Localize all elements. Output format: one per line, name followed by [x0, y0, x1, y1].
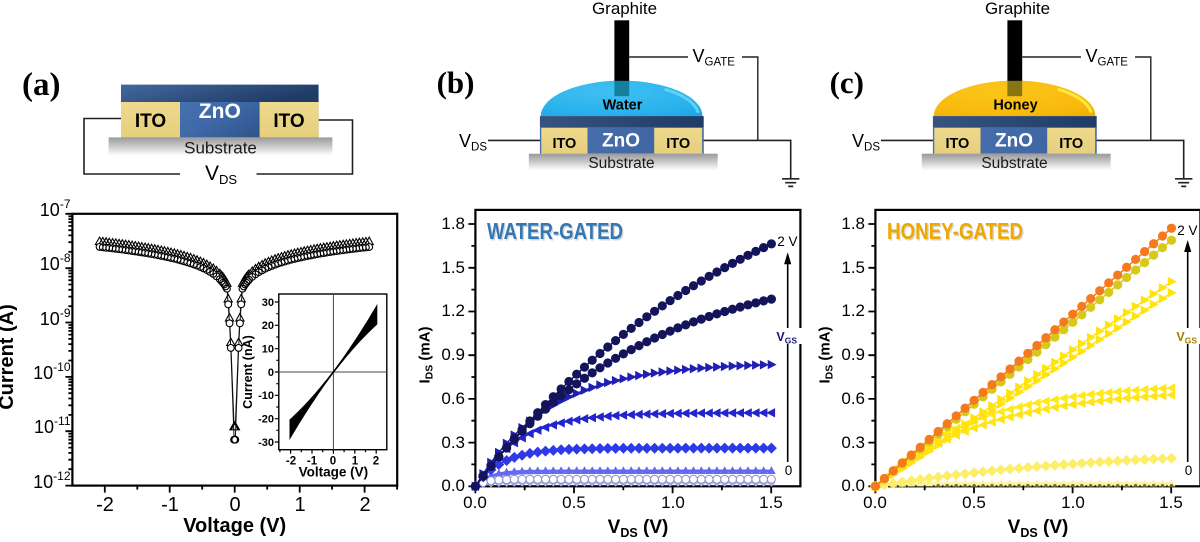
svg-text:2 V: 2 V	[777, 234, 797, 249]
svg-text:VDS (V): VDS (V)	[608, 517, 669, 540]
svg-text:0.5: 0.5	[562, 493, 586, 512]
svg-text:0: 0	[330, 456, 336, 468]
svg-text:IDS (mA): IDS (mA)	[816, 326, 835, 383]
svg-text:ITO: ITO	[1059, 136, 1083, 152]
svg-text:0.0: 0.0	[841, 476, 865, 495]
svg-text:WATER-GATED: WATER-GATED	[488, 219, 624, 245]
svg-text:0: 0	[268, 367, 274, 379]
svg-text:1.5: 1.5	[759, 493, 783, 512]
svg-text:Graphite: Graphite	[985, 0, 1050, 18]
svg-text:0.3: 0.3	[841, 433, 865, 452]
svg-text:1.5: 1.5	[1159, 493, 1183, 512]
svg-text:Substrate: Substrate	[184, 139, 257, 158]
svg-text:1.2: 1.2	[441, 301, 465, 320]
svg-text:0.3: 0.3	[441, 433, 465, 452]
svg-text:-10: -10	[258, 390, 274, 402]
svg-text:ZnO: ZnO	[199, 100, 241, 123]
svg-text:1.5: 1.5	[841, 258, 865, 277]
svg-text:0.5: 0.5	[962, 493, 986, 512]
svg-text:20: 20	[262, 320, 274, 332]
svg-text:1.0: 1.0	[1061, 493, 1085, 512]
svg-text:1.8: 1.8	[841, 214, 865, 233]
svg-text:Voltage (V): Voltage (V)	[299, 465, 369, 480]
svg-text:Water: Water	[603, 98, 643, 114]
svg-text:Voltage (V): Voltage (V)	[183, 515, 286, 537]
svg-text:1.5: 1.5	[441, 258, 465, 277]
svg-text:ZnO: ZnO	[602, 131, 640, 152]
svg-text:ITO: ITO	[945, 136, 969, 152]
svg-text:Graphite: Graphite	[592, 0, 657, 18]
svg-text:0.0: 0.0	[863, 493, 887, 512]
svg-text:(a): (a)	[22, 67, 60, 103]
svg-text:ZnO: ZnO	[995, 131, 1033, 152]
svg-text:ITO: ITO	[273, 111, 304, 132]
svg-text:VDS (V): VDS (V)	[1008, 517, 1069, 540]
svg-text:-2: -2	[96, 494, 114, 516]
svg-text:1.8: 1.8	[441, 214, 465, 233]
svg-text:0.9: 0.9	[441, 345, 465, 364]
svg-text:1: 1	[294, 494, 305, 516]
svg-text:0.6: 0.6	[841, 389, 865, 408]
svg-text:(c): (c)	[830, 65, 864, 100]
svg-text:WATER-GATED: WATER-GATED	[487, 218, 623, 244]
svg-text:0: 0	[1185, 463, 1193, 478]
svg-text:0: 0	[229, 494, 240, 516]
svg-text:30: 30	[262, 297, 274, 309]
svg-text:Substrate: Substrate	[981, 155, 1047, 172]
svg-text:IDS (mA): IDS (mA)	[416, 326, 435, 383]
svg-text:0.6: 0.6	[441, 389, 465, 408]
svg-text:(b): (b)	[437, 65, 475, 100]
svg-text:HONEY-GATED: HONEY-GATED	[888, 219, 1024, 245]
svg-text:-20: -20	[258, 414, 274, 426]
svg-text:-30: -30	[258, 437, 274, 449]
svg-text:0: 0	[785, 463, 793, 478]
svg-text:0.0: 0.0	[463, 493, 487, 512]
svg-text:10: 10	[262, 344, 274, 356]
svg-text:-2: -2	[286, 456, 296, 468]
svg-text:0.0: 0.0	[441, 476, 465, 495]
svg-text:Current (nA): Current (nA)	[241, 335, 255, 409]
svg-text:Current (A): Current (A)	[0, 304, 18, 410]
svg-text:-1: -1	[307, 456, 318, 468]
svg-text:2: 2	[373, 456, 379, 468]
svg-text:2 V: 2 V	[1177, 223, 1197, 238]
svg-text:2: 2	[359, 494, 370, 516]
svg-text:HONEY-GATED: HONEY-GATED	[887, 218, 1023, 244]
svg-text:-1: -1	[161, 494, 179, 516]
svg-text:ITO: ITO	[666, 136, 690, 152]
svg-text:1.2: 1.2	[841, 301, 865, 320]
svg-text:1: 1	[352, 456, 359, 468]
svg-text:1.0: 1.0	[661, 493, 685, 512]
svg-text:0.9: 0.9	[841, 345, 865, 364]
svg-text:Substrate: Substrate	[588, 155, 654, 172]
svg-text:ITO: ITO	[552, 136, 576, 152]
svg-text:ITO: ITO	[135, 111, 166, 132]
svg-text:Honey: Honey	[993, 98, 1037, 114]
